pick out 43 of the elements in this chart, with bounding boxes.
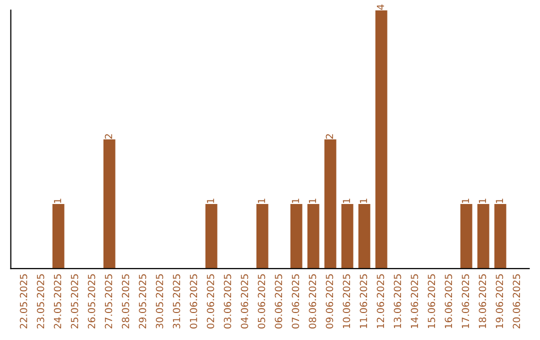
- data-label: 1: [308, 198, 316, 203]
- x-tick-label: 14.06.2025: [410, 274, 418, 328]
- x-tick-label: 25.05.2025: [70, 274, 78, 328]
- x-tick-label: 09.06.2025: [326, 274, 334, 328]
- data-label: 2: [104, 134, 112, 139]
- data-label: 1: [478, 198, 486, 203]
- x-tick-label: 03.06.2025: [224, 274, 232, 328]
- data-label: 1: [496, 198, 503, 203]
- x-tick-label: 10.06.2025: [342, 274, 350, 328]
- x-tick-label: 07.06.2025: [292, 274, 300, 328]
- data-label: 4: [376, 4, 384, 10]
- x-tick-label: 04.06.2025: [240, 274, 248, 328]
- x-tick-label: 31.05.2025: [172, 274, 180, 328]
- x-tick-label: 22.05.2025: [20, 274, 28, 328]
- data-label: 1: [462, 198, 469, 203]
- data-label: 1: [258, 198, 266, 203]
- x-tick-label: 02.06.2025: [206, 274, 214, 328]
- x-tick-label: 05.06.2025: [258, 274, 266, 328]
- x-tick-label: 01.06.2025: [190, 274, 198, 328]
- x-tick-label: 20.06.2025: [512, 274, 520, 328]
- x-tick-label: 27.05.2025: [104, 274, 112, 328]
- data-label: 1: [360, 198, 368, 203]
- x-tick-label: 18.06.2025: [478, 274, 486, 328]
- x-tick-label: 26.05.2025: [88, 274, 96, 328]
- x-tick-label: 08.06.2025: [308, 274, 316, 328]
- x-tick-label: 11.06.2025: [360, 274, 368, 328]
- x-tick-label: 15.06.2025: [428, 274, 436, 328]
- x-tick-label: 13.06.2025: [394, 274, 402, 328]
- x-tick-label: 30.05.2025: [156, 274, 164, 328]
- x-tick-label: 23.05.2025: [36, 274, 44, 328]
- data-label: 1: [292, 198, 300, 203]
- data-label: 1: [206, 198, 214, 203]
- x-tick-label: 12.06.2025: [376, 274, 384, 328]
- x-tick-label: 16.06.2025: [444, 274, 452, 328]
- x-tick-label: 06.06.2025: [274, 274, 282, 328]
- x-tick-label: 29.05.2025: [138, 274, 146, 328]
- data-label: 1: [54, 198, 62, 203]
- data-label: 1: [342, 198, 350, 203]
- x-tick-label: 28.05.2025: [122, 274, 130, 328]
- x-tick-label: 19.06.2025: [496, 274, 504, 328]
- x-tick-label: 24.05.2025: [54, 274, 62, 328]
- x-tick-label: 17.06.2025: [462, 274, 470, 328]
- data-label: 2: [326, 134, 334, 139]
